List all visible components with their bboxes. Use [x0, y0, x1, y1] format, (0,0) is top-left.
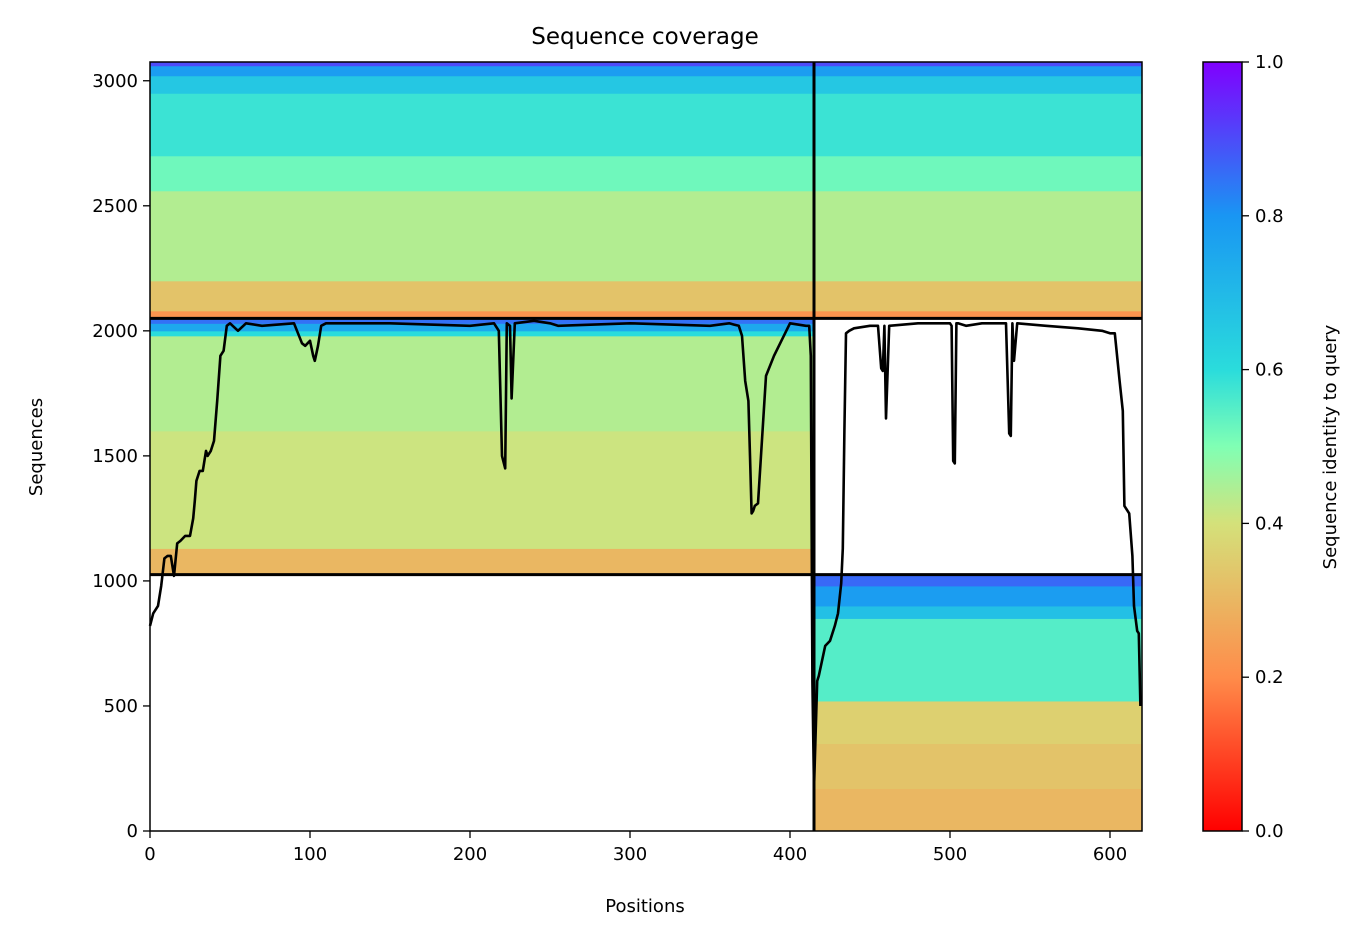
- identity-band: [150, 75, 814, 94]
- identity-band: [814, 618, 1142, 702]
- identity-band: [814, 280, 1142, 312]
- identity-band: [150, 155, 814, 192]
- y-tick-label: 0: [127, 821, 138, 842]
- identity-band: [150, 93, 814, 157]
- identity-band: [150, 430, 814, 549]
- x-tick-label: 600: [1093, 844, 1127, 865]
- colorbar: 0.0 0.2 0.4 0.6 0.8 1.0: [1202, 52, 1284, 842]
- colorbar-tick-label: 0.8: [1255, 206, 1284, 227]
- colorbar-label: Sequence identity to query: [1320, 324, 1341, 569]
- identity-band: [150, 310, 814, 319]
- identity-band: [814, 574, 1142, 587]
- colorbar-tick-label: 0.4: [1255, 513, 1284, 534]
- identity-band: [814, 310, 1142, 319]
- msa-block: [814, 574, 1142, 832]
- colorbar-gradient: [1202, 61, 1243, 832]
- identity-band: [814, 62, 1142, 67]
- identity-band: [814, 788, 1142, 832]
- identity-band: [150, 548, 814, 576]
- identity-band: [814, 700, 1142, 744]
- msa-block: [150, 62, 814, 319]
- coverage-line: [148, 319, 1142, 790]
- identity-band: [814, 605, 1142, 619]
- plot-frame: [149, 61, 1143, 832]
- x-axis-label: Positions: [605, 896, 684, 917]
- identity-band: [150, 335, 814, 432]
- identity-band: [150, 280, 814, 312]
- identity-band: [814, 190, 1142, 282]
- identity-band: [814, 65, 1142, 77]
- x-tick-label: 100: [293, 844, 327, 865]
- y-tick-label: 2000: [92, 321, 138, 342]
- colorbar-tick-label: 0.6: [1255, 360, 1284, 381]
- x-tick-label: 0: [144, 844, 155, 865]
- identity-band: [150, 65, 814, 77]
- msa-block: [814, 62, 1142, 319]
- identity-band: [814, 93, 1142, 157]
- identity-band: [814, 155, 1142, 192]
- y-tick-label: 3000: [92, 71, 138, 92]
- identity-band: [150, 330, 814, 337]
- identity-band: [150, 323, 814, 332]
- identity-band: [814, 585, 1142, 607]
- x-tick-label: 400: [773, 844, 807, 865]
- colorbar-tick-label: 1.0: [1255, 52, 1284, 73]
- plot-area: 0 100 200 300 400 500 600 0 500 1000 1500 2000 2500 3…: [92, 61, 1143, 865]
- colorbar-tick-label: 0.0: [1255, 821, 1284, 842]
- y-tick-label: 500: [104, 696, 138, 717]
- colorbar-tick-label: 0.2: [1255, 667, 1284, 688]
- x-tick-label: 300: [613, 844, 647, 865]
- identity-band: [150, 62, 814, 67]
- identity-band: [150, 190, 814, 282]
- y-tick-label: 2500: [92, 196, 138, 217]
- msa-block: [150, 318, 814, 576]
- y-axis-label: Sequences: [26, 398, 47, 496]
- identity-band: [814, 75, 1142, 94]
- y-tick-label: 1000: [92, 571, 138, 592]
- identity-band: [814, 743, 1142, 789]
- identity-band: [150, 318, 814, 324]
- x-tick-label: 200: [453, 844, 487, 865]
- chart-title: Sequence coverage: [531, 24, 759, 50]
- x-tick-label: 500: [933, 844, 967, 865]
- y-tick-label: 1500: [92, 446, 138, 467]
